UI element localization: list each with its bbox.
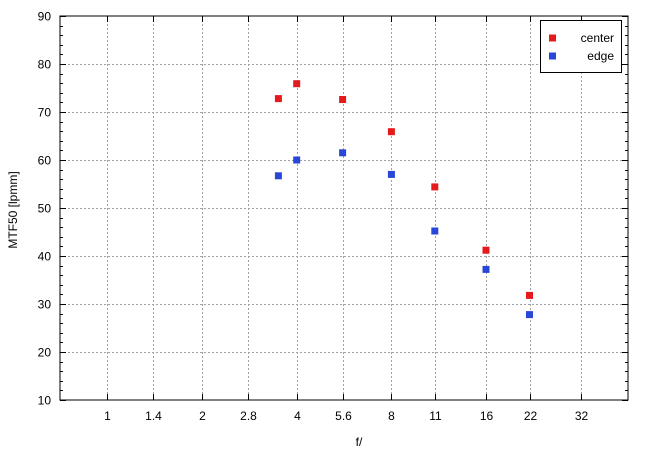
point-center-6 [526, 291, 533, 299]
data-points [274, 80, 533, 319]
x-tick-label: 2.8 [240, 409, 257, 423]
point-center-4 [431, 183, 439, 191]
y-tick-label: 90 [38, 10, 52, 24]
x-tick-label: 4 [294, 409, 301, 423]
x-tick-label: 8 [388, 409, 395, 423]
legend-box [540, 20, 622, 73]
legend: center edge [540, 20, 622, 73]
y-tick-label: 40 [38, 250, 52, 264]
point-center-5 [482, 246, 490, 254]
point-edge-3 [387, 170, 395, 178]
x-tick-label: 32 [575, 409, 589, 423]
point-center-3 [387, 128, 395, 136]
y-tick-label: 10 [38, 394, 52, 408]
legend-label-center: center [581, 31, 614, 45]
x-tick-label: 22 [524, 409, 538, 423]
legend-label-edge: edge [587, 49, 614, 63]
axes: 10 20 30 40 50 60 70 80 90 1 1.4 2 2.8 4 5.6 8 11 16 22 32 f… [6, 10, 629, 449]
y-tick-label: 30 [38, 298, 52, 312]
point-edge-6 [526, 311, 533, 319]
x-tick-label: 1 [104, 409, 111, 423]
x-tick-label: 5.6 [335, 409, 352, 423]
point-center-0 [274, 95, 282, 103]
point-edge-5 [482, 265, 490, 273]
y-tick-label: 80 [38, 58, 52, 72]
legend-marker-edge [549, 52, 556, 60]
point-edge-4 [431, 227, 439, 235]
legend-marker-center [549, 34, 556, 42]
x-axis-title: f/ [356, 435, 363, 449]
x-tick-label: 16 [480, 409, 494, 423]
x-tick-label: 11 [429, 409, 442, 423]
point-edge-0 [274, 172, 282, 180]
x-tick-label: 1.4 [145, 409, 162, 423]
y-axis-title: MTF50 [lpmm] [6, 171, 20, 248]
point-edge-2 [339, 149, 347, 157]
point-center-1 [293, 80, 301, 88]
y-tick-label: 50 [38, 202, 52, 216]
y-tick-label: 20 [38, 346, 52, 360]
point-edge-1 [293, 156, 301, 164]
x-tick-label: 2 [199, 409, 206, 423]
point-center-2 [339, 96, 347, 103]
grid-lines [60, 16, 628, 400]
y-tick-label: 70 [38, 106, 52, 120]
y-tick-label: 60 [38, 154, 52, 168]
